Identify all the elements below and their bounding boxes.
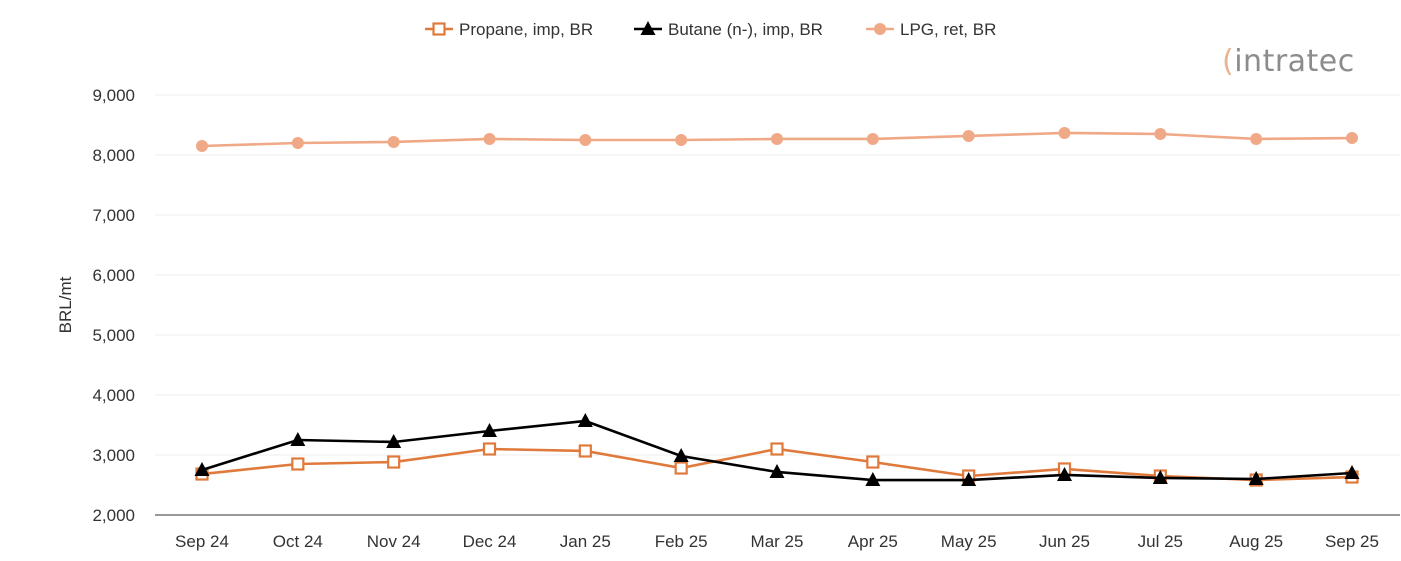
data-point-square — [482, 442, 497, 456]
y-tick-label: 6,000 — [92, 266, 135, 285]
y-tick-label: 4,000 — [92, 386, 135, 405]
y-tick-label: 8,000 — [92, 146, 135, 165]
y-axis-ticks: 2,000 3,000 4,000 5,000 6,000 7,000 8,000 9,000 — [92, 86, 135, 525]
legend-item: LPG, ret, BR — [866, 20, 996, 39]
data-point-square — [387, 455, 401, 469]
legend-item: Propane, imp, BR — [425, 20, 593, 39]
data-point-circle — [1250, 132, 1263, 145]
data-point-triangle — [1248, 471, 1264, 485]
data-point-circle — [1154, 128, 1167, 140]
data-point-triangle — [961, 472, 977, 487]
x-tick-label: Mar 25 — [751, 532, 804, 551]
legend-item: Butane (n-), imp, BR — [634, 20, 823, 39]
x-tick-label: Nov 24 — [367, 532, 421, 551]
data-point-triangle — [577, 412, 593, 427]
y-tick-label: 7,000 — [92, 206, 135, 225]
x-tick-label: Sep 24 — [175, 532, 229, 551]
data-point-circle — [196, 140, 208, 152]
data-point-triangle — [1344, 465, 1360, 479]
data-point-triangle — [1152, 469, 1168, 484]
series-1 — [194, 412, 1360, 487]
data-point-square — [866, 455, 880, 469]
series-group — [194, 126, 1360, 487]
data-point-triangle — [290, 432, 306, 446]
series-2 — [196, 126, 1358, 152]
gridlines — [155, 94, 1400, 516]
legend-label: Butane (n-), imp, BR — [668, 20, 823, 39]
x-tick-label: Aug 25 — [1229, 532, 1283, 551]
data-point-circle — [866, 132, 879, 145]
y-tick-label: 5,000 — [92, 326, 135, 345]
data-point-circle — [291, 137, 304, 149]
data-point-circle — [771, 132, 783, 145]
x-tick-label: Dec 24 — [463, 532, 517, 551]
logo-text: intratec — [1234, 44, 1355, 79]
x-tick-label: May 25 — [941, 532, 997, 551]
data-point-circle — [1058, 126, 1071, 139]
data-point-square — [291, 457, 305, 471]
x-tick-label: Sep 25 — [1325, 532, 1379, 551]
data-point-triangle — [482, 423, 497, 437]
data-point-triangle — [673, 448, 689, 463]
x-tick-label: Apr 25 — [848, 532, 898, 551]
data-point-square — [674, 461, 688, 475]
y-tick-label: 2,000 — [92, 506, 135, 525]
legend-label: LPG, ret, BR — [900, 20, 996, 39]
y-axis-label: BRL/mt — [56, 276, 75, 333]
data-point-triangle — [386, 433, 402, 448]
data-point-circle — [962, 129, 975, 142]
x-tick-label: Oct 24 — [273, 532, 323, 551]
data-point-circle — [387, 135, 400, 148]
data-point-triangle — [1057, 466, 1072, 481]
intratec-logo: (intratec — [1222, 44, 1355, 79]
legend: Propane, imp, BR Butane (n-), imp, BR LPG,… — [425, 20, 996, 39]
data-point-square — [578, 444, 592, 458]
x-tick-label: Feb 25 — [655, 532, 708, 551]
y-tick-label: 9,000 — [92, 86, 135, 105]
data-point-triangle — [769, 463, 785, 478]
data-point-circle — [483, 132, 496, 145]
data-point-circle — [874, 23, 886, 35]
x-tick-label: Jan 25 — [560, 532, 611, 551]
data-point-square — [432, 22, 446, 36]
y-tick-label: 3,000 — [92, 446, 135, 465]
data-point-circle — [579, 134, 592, 146]
data-point-circle — [1346, 132, 1358, 145]
data-point-circle — [675, 134, 688, 146]
data-point-triangle — [194, 462, 210, 476]
data-point-square — [770, 442, 784, 456]
x-tick-label: Jul 25 — [1138, 532, 1183, 551]
data-point-triangle — [640, 21, 656, 35]
data-point-triangle — [865, 472, 881, 487]
legend-label: Propane, imp, BR — [459, 20, 593, 39]
x-axis-ticks: Sep 24 Oct 24 Nov 24 Dec 24 Jan 25 Feb 25 Mar … — [175, 532, 1379, 551]
x-tick-label: Jun 25 — [1039, 532, 1090, 551]
